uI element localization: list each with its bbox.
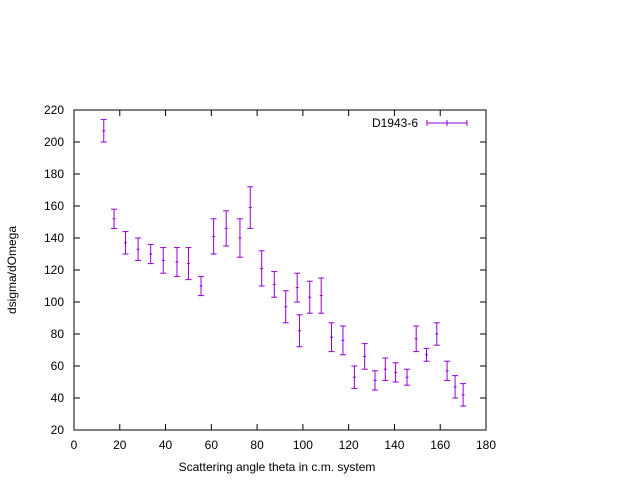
data-point — [223, 210, 230, 247]
y-tick-label: 80 — [51, 327, 65, 341]
x-tick-label: 120 — [339, 438, 359, 452]
x-tick-label: 180 — [476, 438, 496, 452]
legend-series-label: D1943-6 — [372, 116, 418, 130]
data-point — [174, 247, 180, 277]
data-point — [460, 383, 467, 407]
data-point — [433, 322, 440, 346]
x-tick-label: 60 — [205, 438, 219, 452]
data-point — [100, 119, 107, 143]
y-axis-label: dsigma/dOmega — [5, 226, 19, 314]
data-points — [100, 119, 467, 407]
data-point — [351, 365, 358, 389]
data-point — [198, 275, 205, 297]
data-point — [135, 237, 142, 261]
x-tick-label: 20 — [113, 438, 127, 452]
data-point — [452, 375, 459, 399]
x-tick-label: 160 — [430, 438, 450, 452]
legend: D1943-6 — [372, 116, 468, 130]
data-point — [413, 325, 420, 353]
x-tick-label: 100 — [293, 438, 313, 452]
y-tick-label: 160 — [44, 199, 64, 213]
y-tick-label: 180 — [44, 167, 64, 181]
data-point — [404, 368, 411, 386]
data-point — [160, 247, 167, 274]
data-point — [371, 370, 378, 391]
data-point — [236, 218, 243, 258]
data-point — [282, 290, 289, 324]
x-tick-label: 140 — [384, 438, 404, 452]
data-point — [444, 360, 451, 381]
plot-frame — [73, 109, 487, 431]
x-axis-label: Scattering angle theta in c.m. system — [179, 460, 376, 474]
y-tick-label: 120 — [44, 263, 64, 277]
y-tick-label: 60 — [51, 359, 65, 373]
y-axis-ticks: 20 40 60 80 100 120 140 160 180 200 220 — [44, 103, 486, 437]
y-tick-label: 200 — [44, 135, 64, 149]
data-point — [258, 250, 265, 287]
data-point — [122, 231, 129, 255]
x-axis-ticks: 0 20 40 60 80 100 120 140 160 180 — [71, 110, 496, 452]
y-tick-label: 40 — [51, 391, 65, 405]
data-point — [382, 357, 389, 381]
x-tick-label: 40 — [159, 438, 173, 452]
x-tick-label: 80 — [250, 438, 264, 452]
data-point — [247, 186, 254, 229]
x-tick-label: 0 — [71, 438, 78, 452]
y-tick-label: 20 — [51, 423, 65, 437]
data-point — [392, 362, 399, 383]
data-point — [318, 277, 325, 314]
y-tick-label: 220 — [44, 103, 64, 117]
data-point — [147, 243, 154, 265]
data-point — [423, 347, 430, 362]
data-point — [294, 272, 301, 303]
data-point — [339, 325, 346, 356]
data-point — [185, 247, 192, 281]
data-point — [296, 314, 303, 348]
data-point — [306, 280, 313, 314]
data-point — [361, 343, 368, 370]
y-tick-label: 100 — [44, 295, 64, 309]
data-point — [328, 322, 335, 353]
plot-border — [73, 109, 487, 431]
data-point — [111, 208, 118, 229]
y-tick-label: 140 — [44, 231, 64, 245]
data-point — [210, 218, 217, 255]
data-point — [271, 271, 278, 298]
